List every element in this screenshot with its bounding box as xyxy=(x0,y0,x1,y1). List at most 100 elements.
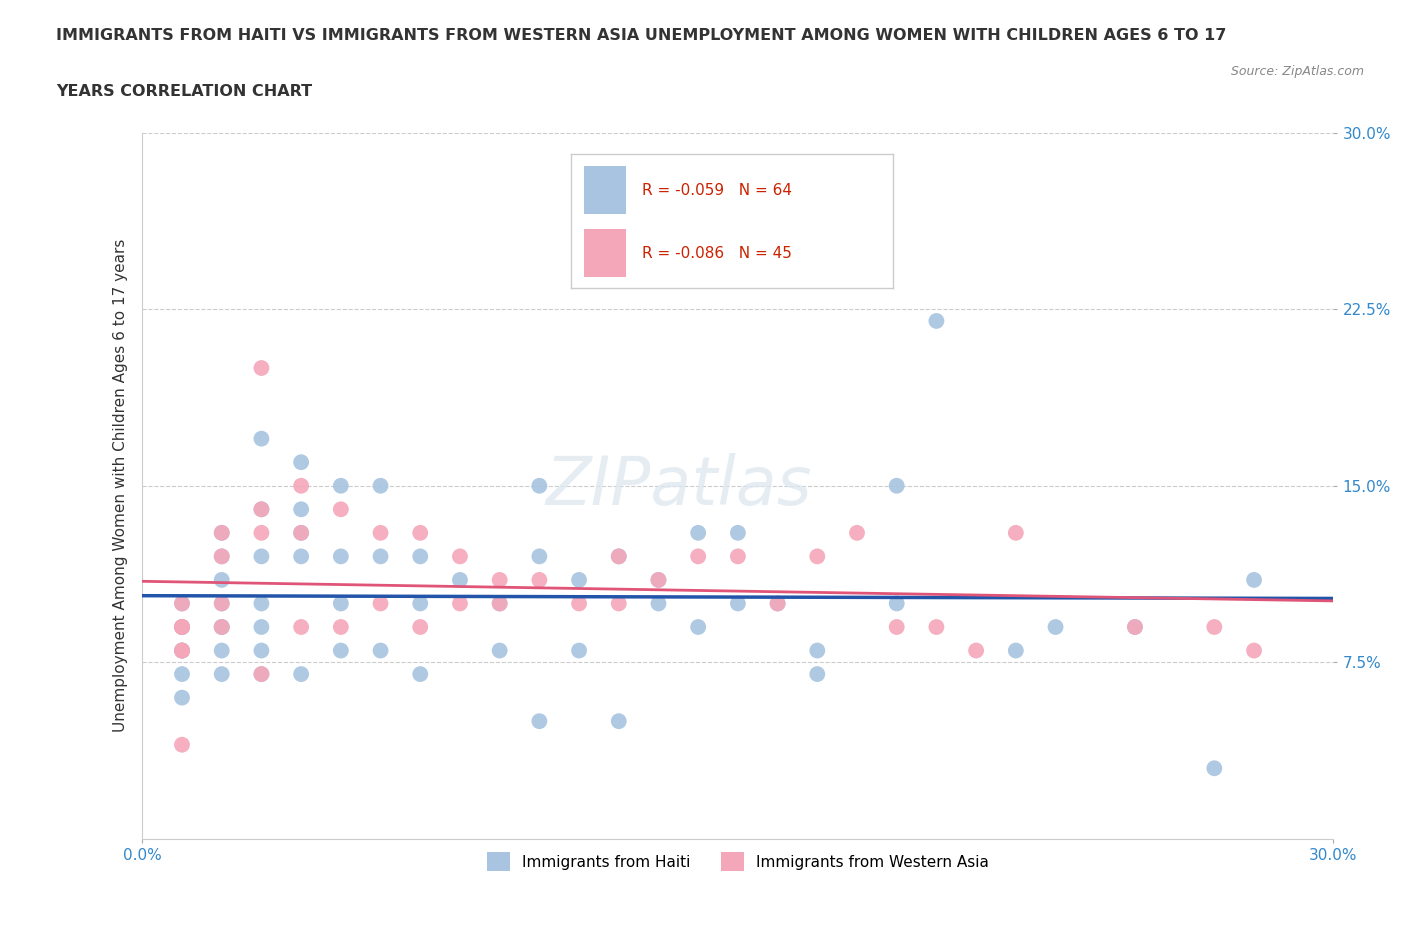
Point xyxy=(607,549,630,564)
Point xyxy=(170,619,193,634)
Point xyxy=(688,525,710,540)
Point xyxy=(1243,573,1265,588)
Point xyxy=(329,596,352,611)
Point xyxy=(607,713,630,728)
Point xyxy=(170,644,193,658)
Legend: Immigrants from Haiti, Immigrants from Western Asia: Immigrants from Haiti, Immigrants from W… xyxy=(481,846,995,877)
Point xyxy=(688,549,710,564)
Point xyxy=(1123,619,1146,634)
Point xyxy=(170,619,193,634)
Y-axis label: Unemployment Among Women with Children Ages 6 to 17 years: Unemployment Among Women with Children A… xyxy=(114,239,128,733)
Point xyxy=(529,549,551,564)
Point xyxy=(211,619,233,634)
Point xyxy=(290,525,312,540)
Point xyxy=(211,596,233,611)
Point xyxy=(568,573,591,588)
Point xyxy=(925,313,948,328)
Point xyxy=(449,549,471,564)
Point xyxy=(647,573,669,588)
Point xyxy=(170,644,193,658)
Point xyxy=(1204,761,1226,776)
Point xyxy=(370,478,392,493)
Text: YEARS CORRELATION CHART: YEARS CORRELATION CHART xyxy=(56,84,312,99)
Point xyxy=(211,525,233,540)
Point xyxy=(290,667,312,682)
Point xyxy=(846,525,869,540)
Point xyxy=(488,596,510,611)
Point xyxy=(886,619,908,634)
Point xyxy=(170,619,193,634)
Point xyxy=(170,737,193,752)
Point xyxy=(607,549,630,564)
Point xyxy=(1243,644,1265,658)
Point xyxy=(211,644,233,658)
Point xyxy=(170,596,193,611)
Point xyxy=(1204,619,1226,634)
Point xyxy=(647,596,669,611)
Point xyxy=(211,596,233,611)
Point xyxy=(290,619,312,634)
Point xyxy=(886,478,908,493)
Point xyxy=(170,596,193,611)
Point xyxy=(250,502,273,517)
Point xyxy=(170,644,193,658)
Point xyxy=(965,644,987,658)
Point xyxy=(250,644,273,658)
Point xyxy=(211,667,233,682)
Point xyxy=(886,596,908,611)
Point xyxy=(925,619,948,634)
Point xyxy=(727,549,749,564)
Point xyxy=(290,502,312,517)
Point xyxy=(211,549,233,564)
Point xyxy=(250,432,273,446)
Point xyxy=(250,596,273,611)
Text: Source: ZipAtlas.com: Source: ZipAtlas.com xyxy=(1230,65,1364,78)
Point xyxy=(529,713,551,728)
Point xyxy=(170,619,193,634)
Point xyxy=(211,573,233,588)
Point xyxy=(607,596,630,611)
Point xyxy=(449,573,471,588)
Point xyxy=(329,644,352,658)
Point xyxy=(250,619,273,634)
Text: IMMIGRANTS FROM HAITI VS IMMIGRANTS FROM WESTERN ASIA UNEMPLOYMENT AMONG WOMEN W: IMMIGRANTS FROM HAITI VS IMMIGRANTS FROM… xyxy=(56,28,1226,43)
Point xyxy=(250,667,273,682)
Point xyxy=(409,525,432,540)
Point xyxy=(211,619,233,634)
Point xyxy=(370,644,392,658)
Point xyxy=(449,596,471,611)
Point xyxy=(647,573,669,588)
Point xyxy=(688,619,710,634)
Point xyxy=(250,549,273,564)
Point xyxy=(170,690,193,705)
Point xyxy=(290,525,312,540)
Point xyxy=(370,549,392,564)
Point xyxy=(329,502,352,517)
Point xyxy=(568,644,591,658)
Point xyxy=(766,596,789,611)
Point xyxy=(409,619,432,634)
Point xyxy=(370,596,392,611)
Point xyxy=(529,478,551,493)
Point xyxy=(211,525,233,540)
Point xyxy=(806,549,828,564)
Point xyxy=(488,573,510,588)
Point xyxy=(170,667,193,682)
Point xyxy=(529,573,551,588)
Point xyxy=(1045,619,1067,634)
Point xyxy=(211,619,233,634)
Point xyxy=(250,361,273,376)
Point xyxy=(766,596,789,611)
Point xyxy=(727,596,749,611)
Point xyxy=(727,525,749,540)
Text: ZIPatlas: ZIPatlas xyxy=(546,453,811,519)
Point xyxy=(1123,619,1146,634)
Point xyxy=(409,596,432,611)
Point xyxy=(250,525,273,540)
Point xyxy=(250,502,273,517)
Point xyxy=(806,667,828,682)
Point xyxy=(329,619,352,634)
Point xyxy=(488,644,510,658)
Point xyxy=(1004,525,1026,540)
Point xyxy=(170,619,193,634)
